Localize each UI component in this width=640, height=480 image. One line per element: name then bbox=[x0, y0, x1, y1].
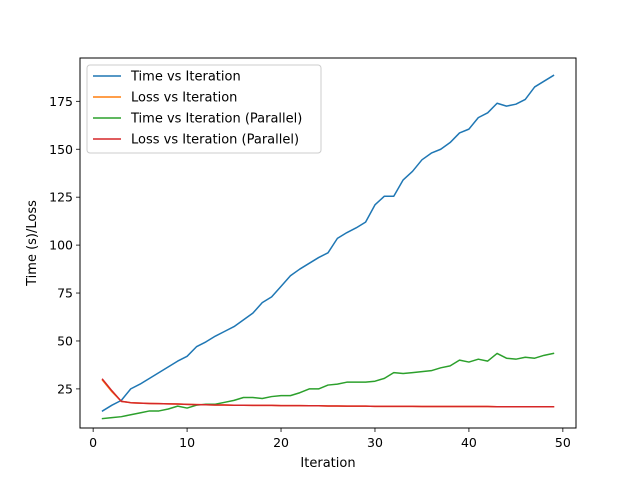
y-tick-label: 100 bbox=[49, 238, 73, 253]
x-tick-label: 0 bbox=[89, 435, 97, 450]
y-tick-label: 175 bbox=[49, 94, 73, 109]
legend-label-4: Loss vs Iteration (Parallel) bbox=[131, 133, 299, 148]
x-tick-label: 40 bbox=[461, 435, 477, 450]
legend-label-3: Time vs Iteration (Parallel) bbox=[130, 112, 302, 127]
legend: Time vs Iteration Loss vs Iteration Time v… bbox=[86, 64, 322, 154]
y-axis-label: Time (s)/Loss bbox=[25, 200, 40, 287]
series-layer bbox=[101, 74, 555, 420]
series-line-4 bbox=[101, 378, 555, 408]
x-axis-ticks: 0 10 20 30 40 50 bbox=[89, 428, 571, 450]
y-tick-label: 150 bbox=[49, 142, 73, 157]
x-tick-label: 10 bbox=[179, 435, 195, 450]
y-tick-label: 75 bbox=[57, 286, 73, 301]
y-tick-label: 125 bbox=[49, 190, 73, 205]
y-tick-label: 50 bbox=[57, 333, 73, 348]
x-tick-label: 30 bbox=[367, 435, 383, 450]
x-axis-label: Iteration bbox=[300, 456, 355, 471]
legend-label-2: Loss vs Iteration bbox=[131, 91, 237, 106]
x-tick-label: 50 bbox=[555, 435, 571, 450]
legend-label-1: Time vs Iteration bbox=[130, 70, 241, 85]
plot-frame bbox=[79, 57, 577, 429]
series-line-3 bbox=[101, 352, 555, 420]
y-tick-label: 25 bbox=[57, 381, 73, 396]
series-line-1 bbox=[101, 74, 555, 412]
legend-box bbox=[86, 64, 322, 154]
x-tick-label: 20 bbox=[273, 435, 289, 450]
y-axis-ticks: 25 50 75 100 125 150 175 bbox=[49, 94, 80, 396]
